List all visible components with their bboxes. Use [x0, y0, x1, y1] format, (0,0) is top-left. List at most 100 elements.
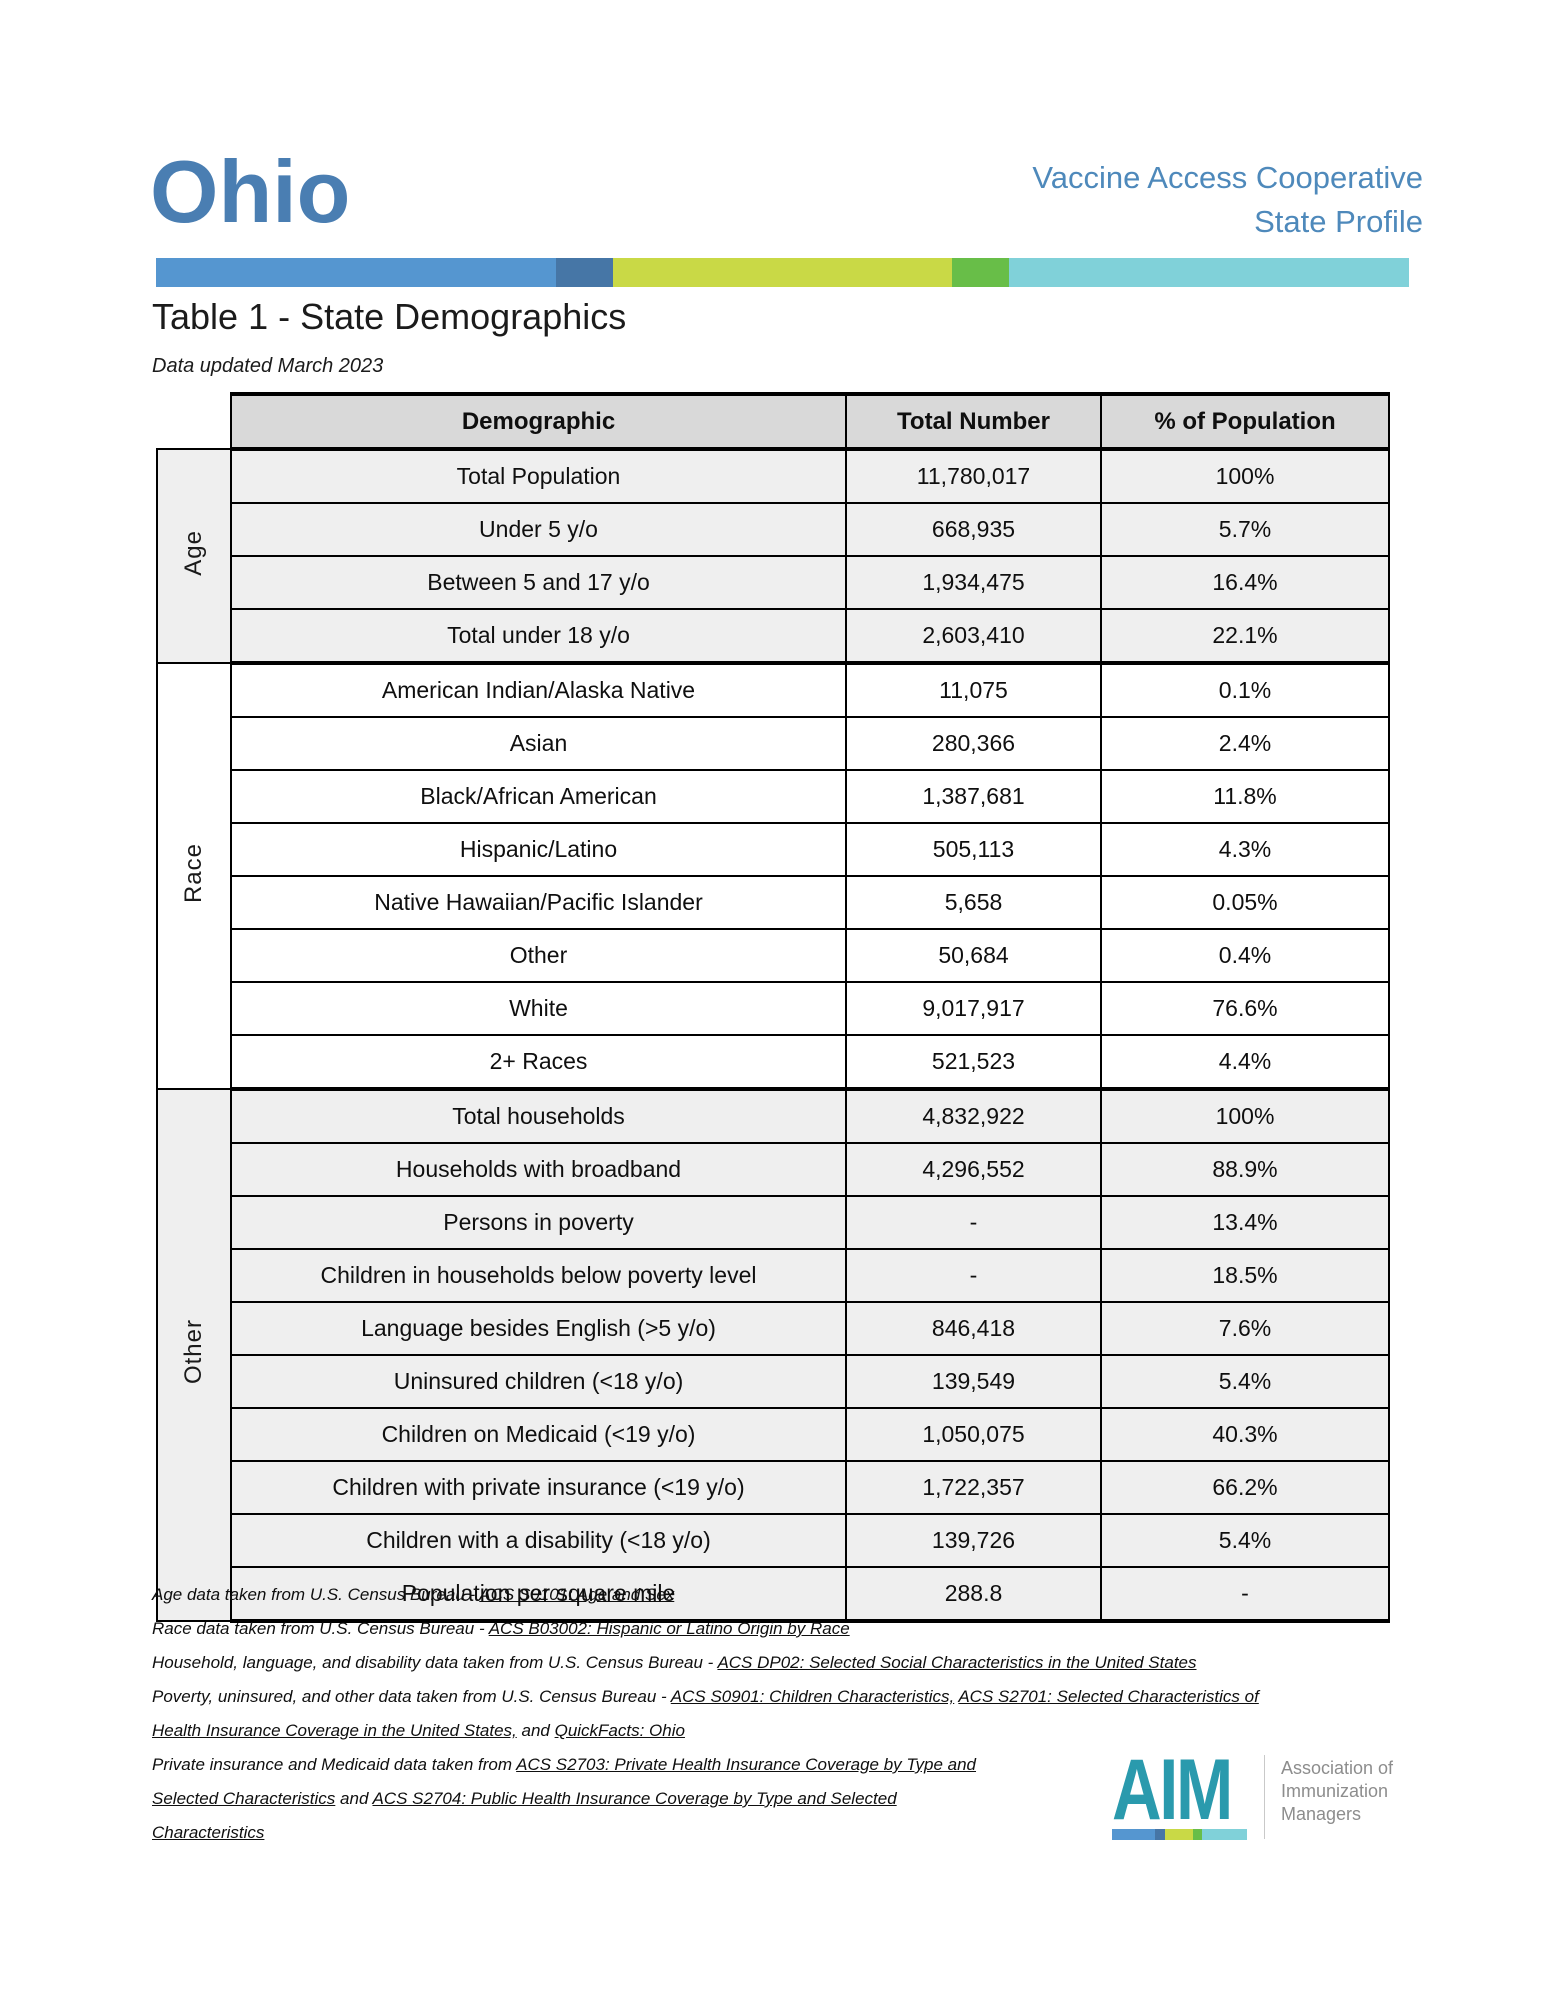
table-row: Uninsured children (<18 y/o) 139,549 5.4% — [157, 1354, 1390, 1409]
section-label-text: Age — [180, 530, 207, 576]
source-link[interactable]: QuickFacts: Ohio — [554, 1721, 685, 1740]
cell-total-number: 280,366 — [845, 716, 1102, 771]
cell-percent: 66.2% — [1100, 1460, 1390, 1515]
cell-demographic: Language besides English (>5 y/o) — [230, 1301, 847, 1356]
source-link[interactable]: ACS S2703: Private Health Insurance Cove… — [516, 1755, 977, 1774]
bar-segment-dark-blue — [1155, 1829, 1165, 1840]
col-header-percent: % of Population — [1100, 392, 1390, 451]
footnote-text: and — [516, 1721, 555, 1740]
state-name-heading: Ohio — [150, 142, 351, 241]
cell-demographic: American Indian/Alaska Native — [230, 661, 847, 718]
source-link[interactable]: ACS S2701: Selected Characteristics of — [958, 1687, 1259, 1706]
table-row: Households with broadband 4,296,552 88.9% — [157, 1142, 1390, 1197]
cell-demographic: Children in households below poverty lev… — [230, 1248, 847, 1303]
cell-percent: 76.6% — [1100, 981, 1390, 1036]
cell-percent: 4.4% — [1100, 1034, 1390, 1090]
table-row: Other Total households 4,832,922 100% — [156, 1087, 1390, 1622]
table-row: Children on Medicaid (<19 y/o) 1,050,075 4… — [157, 1407, 1390, 1462]
table-row: 2+ Races 521,523 4.4% — [157, 1034, 1390, 1090]
table-row: White 9,017,917 76.6% — [157, 981, 1390, 1036]
source-link[interactable]: Health Insurance Coverage in the United … — [152, 1721, 517, 1740]
header-title-line2: State Profile — [1254, 204, 1423, 239]
footnote-text: Age data taken from U.S. Census Bureau - — [152, 1585, 480, 1604]
cell-total-number: 1,387,681 — [845, 769, 1102, 824]
bar-segment-blue — [156, 258, 556, 287]
footnote-line: Selected Characteristics and ACS S2704: … — [152, 1782, 1259, 1816]
header-title-line1: Vaccine Access Cooperative — [1032, 160, 1423, 195]
cell-total-number: 139,549 — [845, 1354, 1102, 1409]
section-label-age: Age — [156, 448, 232, 664]
bar-segment-teal — [1202, 1829, 1247, 1840]
aim-org-line: Association of — [1281, 1758, 1394, 1778]
footnote-text: Poverty, uninsured, and other data taken… — [152, 1687, 671, 1706]
table-row: Children in households below poverty lev… — [157, 1248, 1390, 1303]
cell-demographic: Total Population — [230, 447, 847, 504]
cell-total-number: 668,935 — [845, 502, 1102, 557]
table-subtitle: Data updated March 2023 — [152, 355, 384, 377]
cell-demographic: Population per square mile — [230, 1566, 847, 1623]
cell-demographic: Total households — [230, 1087, 847, 1144]
cell-total-number: 4,832,922 — [845, 1087, 1102, 1144]
table-row: Children with a disability (<18 y/o) 139,… — [157, 1513, 1390, 1568]
cell-percent: 100% — [1100, 447, 1390, 504]
table-header-row: Demographic Total Number % of Population — [157, 392, 1390, 451]
cell-percent: 5.4% — [1100, 1513, 1390, 1568]
source-link[interactable]: ACS S0101: Age and Sex — [479, 1585, 675, 1604]
cell-percent: 2.4% — [1100, 716, 1390, 771]
cell-demographic: Uninsured children (<18 y/o) — [230, 1354, 847, 1409]
cell-percent: 0.1% — [1100, 661, 1390, 718]
source-link[interactable]: ACS B03002: Hispanic or Latino Origin by… — [488, 1619, 850, 1638]
source-link[interactable]: ACS S2704: Public Health Insurance Cover… — [372, 1789, 897, 1808]
cell-percent: 0.4% — [1100, 928, 1390, 983]
table-row: Under 5 y/o 668,935 5.7% — [157, 502, 1390, 557]
aim-org-line: Immunization — [1281, 1781, 1389, 1801]
cell-total-number: 50,684 — [845, 928, 1102, 983]
cell-demographic: Children with private insurance (<19 y/o… — [230, 1460, 847, 1515]
aim-org-line: Managers — [1281, 1804, 1362, 1824]
cell-total-number: 5,658 — [845, 875, 1102, 930]
cell-demographic: Hispanic/Latino — [230, 822, 847, 877]
cell-total-number: 11,075 — [845, 661, 1102, 718]
cell-demographic: Total under 18 y/o — [230, 608, 847, 664]
cell-total-number: 288.8 — [845, 1566, 1102, 1623]
cell-total-number: 11,780,017 — [845, 447, 1102, 504]
table-row: Race American Indian/Alaska Native 11,075 0… — [156, 661, 1390, 1090]
cell-percent: 88.9% — [1100, 1142, 1390, 1197]
table-row: Other 50,684 0.4% — [157, 928, 1390, 983]
cell-demographic: Children on Medicaid (<19 y/o) — [230, 1407, 847, 1462]
cell-total-number: 521,523 — [845, 1034, 1102, 1090]
cell-demographic: Persons in poverty — [230, 1195, 847, 1250]
source-link[interactable]: Selected Characteristics — [152, 1789, 336, 1808]
bar-segment-green — [1192, 1829, 1203, 1840]
table-row: Language besides English (>5 y/o) 846,418… — [157, 1301, 1390, 1356]
source-link[interactable]: Characteristics — [152, 1823, 265, 1842]
bar-segment-yellow-green — [1164, 1829, 1193, 1840]
cell-total-number: 1,722,357 — [845, 1460, 1102, 1515]
cell-demographic: Children with a disability (<18 y/o) — [230, 1513, 847, 1568]
cell-total-number: - — [845, 1195, 1102, 1250]
col-header-demographic: Demographic — [230, 392, 847, 451]
col-header-total-number: Total Number — [845, 392, 1102, 451]
source-link[interactable]: ACS DP02: Selected Social Characteristic… — [717, 1653, 1197, 1672]
cell-total-number: 9,017,917 — [845, 981, 1102, 1036]
footnote-line: Age data taken from U.S. Census Bureau -… — [152, 1578, 1259, 1612]
cell-percent: 18.5% — [1100, 1248, 1390, 1303]
cell-percent: 11.8% — [1100, 769, 1390, 824]
aim-logo-mark: AIM — [1112, 1747, 1250, 1840]
table-row: Between 5 and 17 y/o 1,934,475 16.4% — [157, 555, 1390, 610]
cell-percent: 13.4% — [1100, 1195, 1390, 1250]
cell-demographic: Households with broadband — [230, 1142, 847, 1197]
header-spacer-cell — [157, 394, 231, 449]
footnote-text: and — [335, 1789, 373, 1808]
cell-demographic: White — [230, 981, 847, 1036]
footnote-line: Household, language, and disability data… — [152, 1646, 1259, 1680]
table-body: Age Total Population 11,780,017 100% Under 5… — [156, 447, 1390, 1623]
table-row: Children with private insurance (<19 y/o… — [157, 1460, 1390, 1515]
cell-demographic: Under 5 y/o — [230, 502, 847, 557]
cell-percent: 5.7% — [1100, 502, 1390, 557]
footnote-line: Poverty, uninsured, and other data taken… — [152, 1680, 1259, 1714]
cell-demographic: Native Hawaiian/Pacific Islander — [230, 875, 847, 930]
demographics-table: Demographic Total Number % of Population… — [156, 392, 1390, 1623]
source-link[interactable]: ACS S0901: Children Characteristics, — [670, 1687, 955, 1706]
